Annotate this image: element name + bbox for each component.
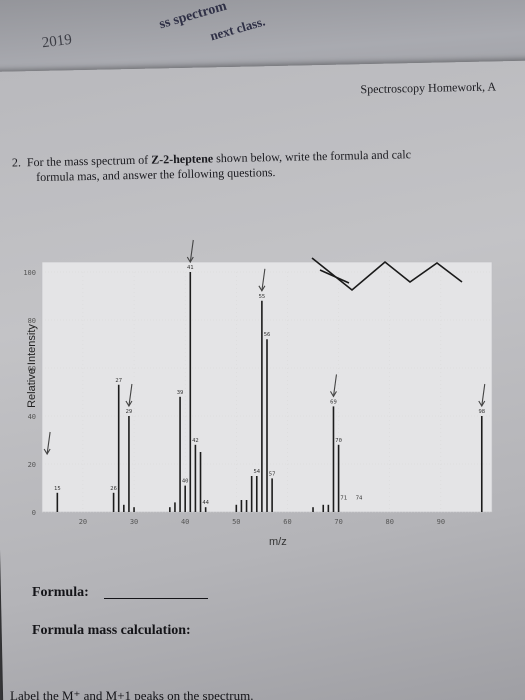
y-tick-label: 100 [23,269,36,277]
double-bond-line [319,269,350,284]
y-tick-label: 20 [28,461,36,469]
peak-label: 56 [264,332,271,338]
skeletal-formula [311,257,463,292]
annotation-arrow [43,431,51,456]
label-peaks-instruction: Label the M⁺ and M+1 peaks on the spectr… [10,688,254,700]
x-tick-label: 50 [232,518,240,526]
peak-label: 54 [253,469,260,475]
annotation-arrow [186,239,194,264]
peak-label: 40 [182,479,189,485]
peak-label: 69 [330,399,337,405]
peak-label: 71 [340,495,347,501]
peak-label: 57 [269,471,276,477]
molecule-structure [311,257,463,292]
x-tick-label: 90 [437,518,445,526]
peak-label: 27 [115,378,122,384]
x-tick-label: 20 [79,518,87,526]
formula-label: Formula: [32,585,89,600]
peak-label: 70 [335,438,342,444]
formula-mass-label: Formula mass calculation: [32,623,191,638]
peak-label: 98 [478,409,485,415]
y-tick-label: 80 [28,317,36,325]
x-axis-label: m/z [269,536,287,548]
x-tick-label: 60 [283,518,291,526]
peak-label: 44 [202,500,209,506]
x-tick-label: 40 [181,518,189,526]
peak-label: 42 [192,438,199,444]
x-tick-label: 30 [130,518,138,526]
peak-label: 15 [54,486,61,492]
y-tick-label: 60 [28,365,36,373]
annotation-arrow [330,374,338,398]
annotation-arrow [478,383,486,408]
y-tick-label: 0 [32,509,36,517]
annotation-arrow [258,268,266,292]
x-tick-label: 80 [386,518,394,526]
peak-label: 29 [126,409,133,415]
formula-answer-line[interactable] [104,598,208,599]
peak-label: 74 [356,495,363,501]
peak-label: 39 [177,390,184,396]
y-axis-label: Relative Intensity [25,324,38,408]
x-tick-label: 70 [334,518,342,526]
peak-label: 55 [259,294,266,300]
peak-label: 41 [187,265,194,271]
peak-label: 26 [110,486,117,492]
y-tick-label: 40 [28,413,36,421]
annotation-arrow [125,383,133,408]
